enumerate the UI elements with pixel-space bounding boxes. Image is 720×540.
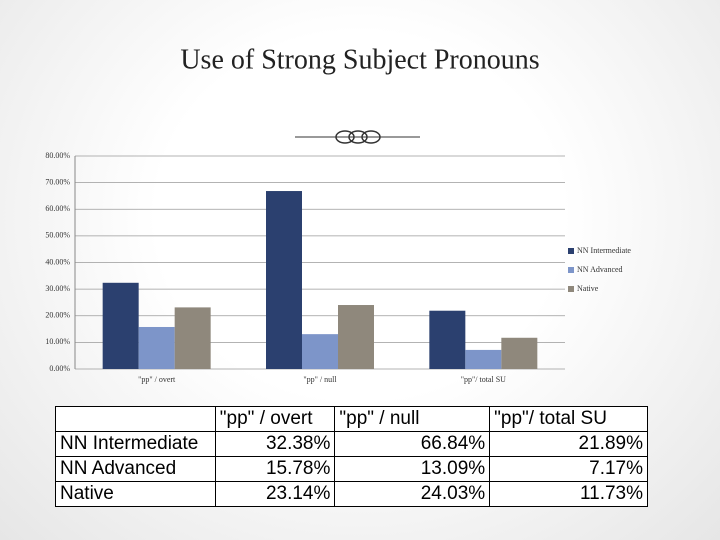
y-tick-label: 0.00% [49,364,70,373]
bar [465,349,502,369]
table-cell: "pp" / overt [214,406,336,432]
table-cell: Native [55,481,216,507]
table-row: NN Advanced 15.78% 13.09% 7.17% [55,456,648,482]
x-tick-label: "pp" / overt [138,375,176,384]
x-tick-label: "pp"/ total SU [461,375,506,384]
table-cell: 15.78% [214,456,336,482]
bar [302,334,338,369]
legend-label: Native [577,284,599,293]
legend-swatch [568,248,574,254]
table-cell: NN Advanced [55,456,216,482]
legend-swatch [568,286,574,292]
bar [174,307,211,369]
legend-label: NN Intermediate [577,246,631,255]
table-cell: 21.89% [489,431,648,457]
table-cell: 23.14% [214,481,336,507]
table-cell: 11.73% [489,481,648,507]
y-tick-label: 30.00% [45,284,70,293]
chart: Use of Strong Subject Pronouns 0.00% 10.0… [45,44,631,384]
data-table: "pp" / overt "pp" / null "pp"/ total SU NN … [55,406,648,507]
ornament [295,130,420,144]
bar [501,337,538,369]
table-cell [55,406,216,432]
table-body: "pp" / overt "pp" / null "pp"/ total SU NN … [55,406,648,507]
y-tick-label: 20.00% [45,311,70,320]
y-tick-label: 80.00% [45,151,70,160]
legend-label: NN Advanced [577,265,623,274]
y-tick-label: 60.00% [45,204,70,213]
table-cell: 32.38% [214,431,336,457]
chart-title: Use of Strong Subject Pronouns [180,44,539,75]
bar [266,191,302,369]
y-tick-label: 50.00% [45,231,70,240]
table-row: "pp" / overt "pp" / null "pp"/ total SU [55,406,648,432]
table-cell: 66.84% [334,431,491,457]
bar [338,305,374,369]
y-tick-label: 70.00% [45,177,70,186]
table-cell: 7.17% [489,456,648,482]
table-cell: 13.09% [334,456,491,482]
legend-swatch [568,267,574,273]
y-tick-label: 10.00% [45,337,70,346]
table-row: NN Intermediate 32.38% 66.84% 21.89% [55,431,648,457]
table-cell: 24.03% [334,481,491,507]
table-row: Native 23.14% 24.03% 11.73% [55,481,648,507]
table-cell: "pp"/ total SU [489,406,648,432]
bar [138,326,175,369]
table-cell: NN Intermediate [55,431,216,457]
x-tick-label: "pp" / null [303,375,337,384]
bar [429,310,466,369]
y-tick-label: 40.00% [45,257,70,266]
table-cell: "pp" / null [334,406,491,432]
bar [102,282,139,369]
